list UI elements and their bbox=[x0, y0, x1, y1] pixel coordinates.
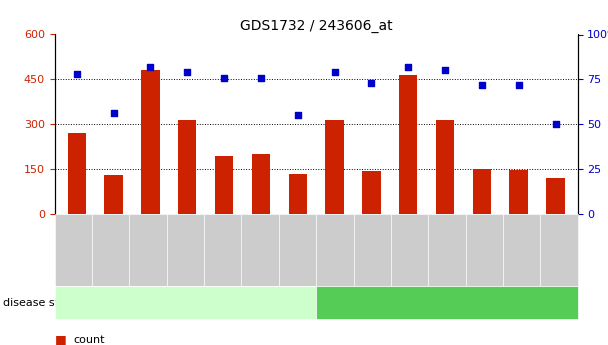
Text: GSM85221: GSM85221 bbox=[292, 217, 303, 270]
Point bbox=[256, 75, 266, 80]
Point bbox=[440, 68, 450, 73]
Text: GSM85226: GSM85226 bbox=[479, 217, 489, 270]
Bar bbox=[289, 174, 307, 214]
Bar bbox=[547, 178, 565, 214]
Point bbox=[514, 82, 523, 88]
Text: GSM85225: GSM85225 bbox=[442, 217, 452, 270]
Bar bbox=[252, 154, 270, 214]
Text: disease state: disease state bbox=[3, 298, 77, 308]
Point bbox=[72, 71, 81, 77]
Point bbox=[477, 82, 487, 88]
Text: GSM85219: GSM85219 bbox=[218, 217, 228, 270]
Text: normal: normal bbox=[165, 296, 206, 309]
Bar bbox=[67, 133, 86, 214]
Point bbox=[403, 64, 413, 70]
Bar bbox=[178, 120, 196, 214]
Title: GDS1732 / 243606_at: GDS1732 / 243606_at bbox=[240, 19, 393, 33]
Text: GSM85218: GSM85218 bbox=[181, 217, 190, 270]
Point bbox=[293, 112, 303, 118]
Bar bbox=[362, 170, 381, 214]
Text: GSM85220: GSM85220 bbox=[255, 217, 265, 270]
Point bbox=[182, 69, 192, 75]
Point bbox=[367, 80, 376, 86]
Text: GSM85216: GSM85216 bbox=[106, 217, 116, 270]
Point bbox=[109, 111, 119, 116]
Bar bbox=[141, 70, 160, 214]
Text: GSM85217: GSM85217 bbox=[143, 217, 153, 270]
Bar bbox=[510, 170, 528, 214]
Text: GSM85223: GSM85223 bbox=[367, 217, 377, 270]
Text: ■: ■ bbox=[55, 333, 66, 345]
Point bbox=[551, 121, 561, 127]
Text: GSM85227: GSM85227 bbox=[517, 217, 527, 270]
Bar bbox=[105, 175, 123, 214]
Bar bbox=[399, 75, 418, 214]
Text: GSM85228: GSM85228 bbox=[554, 217, 564, 270]
Text: GSM85215: GSM85215 bbox=[68, 217, 78, 270]
Text: papillary thyroid cancer: papillary thyroid cancer bbox=[376, 296, 517, 309]
Bar bbox=[436, 120, 454, 214]
Bar bbox=[472, 169, 491, 214]
Text: GSM85222: GSM85222 bbox=[330, 217, 340, 270]
Text: count: count bbox=[73, 335, 105, 345]
Point bbox=[145, 64, 155, 70]
Point bbox=[330, 69, 339, 75]
Bar bbox=[215, 156, 233, 214]
Point bbox=[219, 75, 229, 80]
Text: GSM85224: GSM85224 bbox=[404, 217, 415, 270]
Bar bbox=[325, 120, 344, 214]
